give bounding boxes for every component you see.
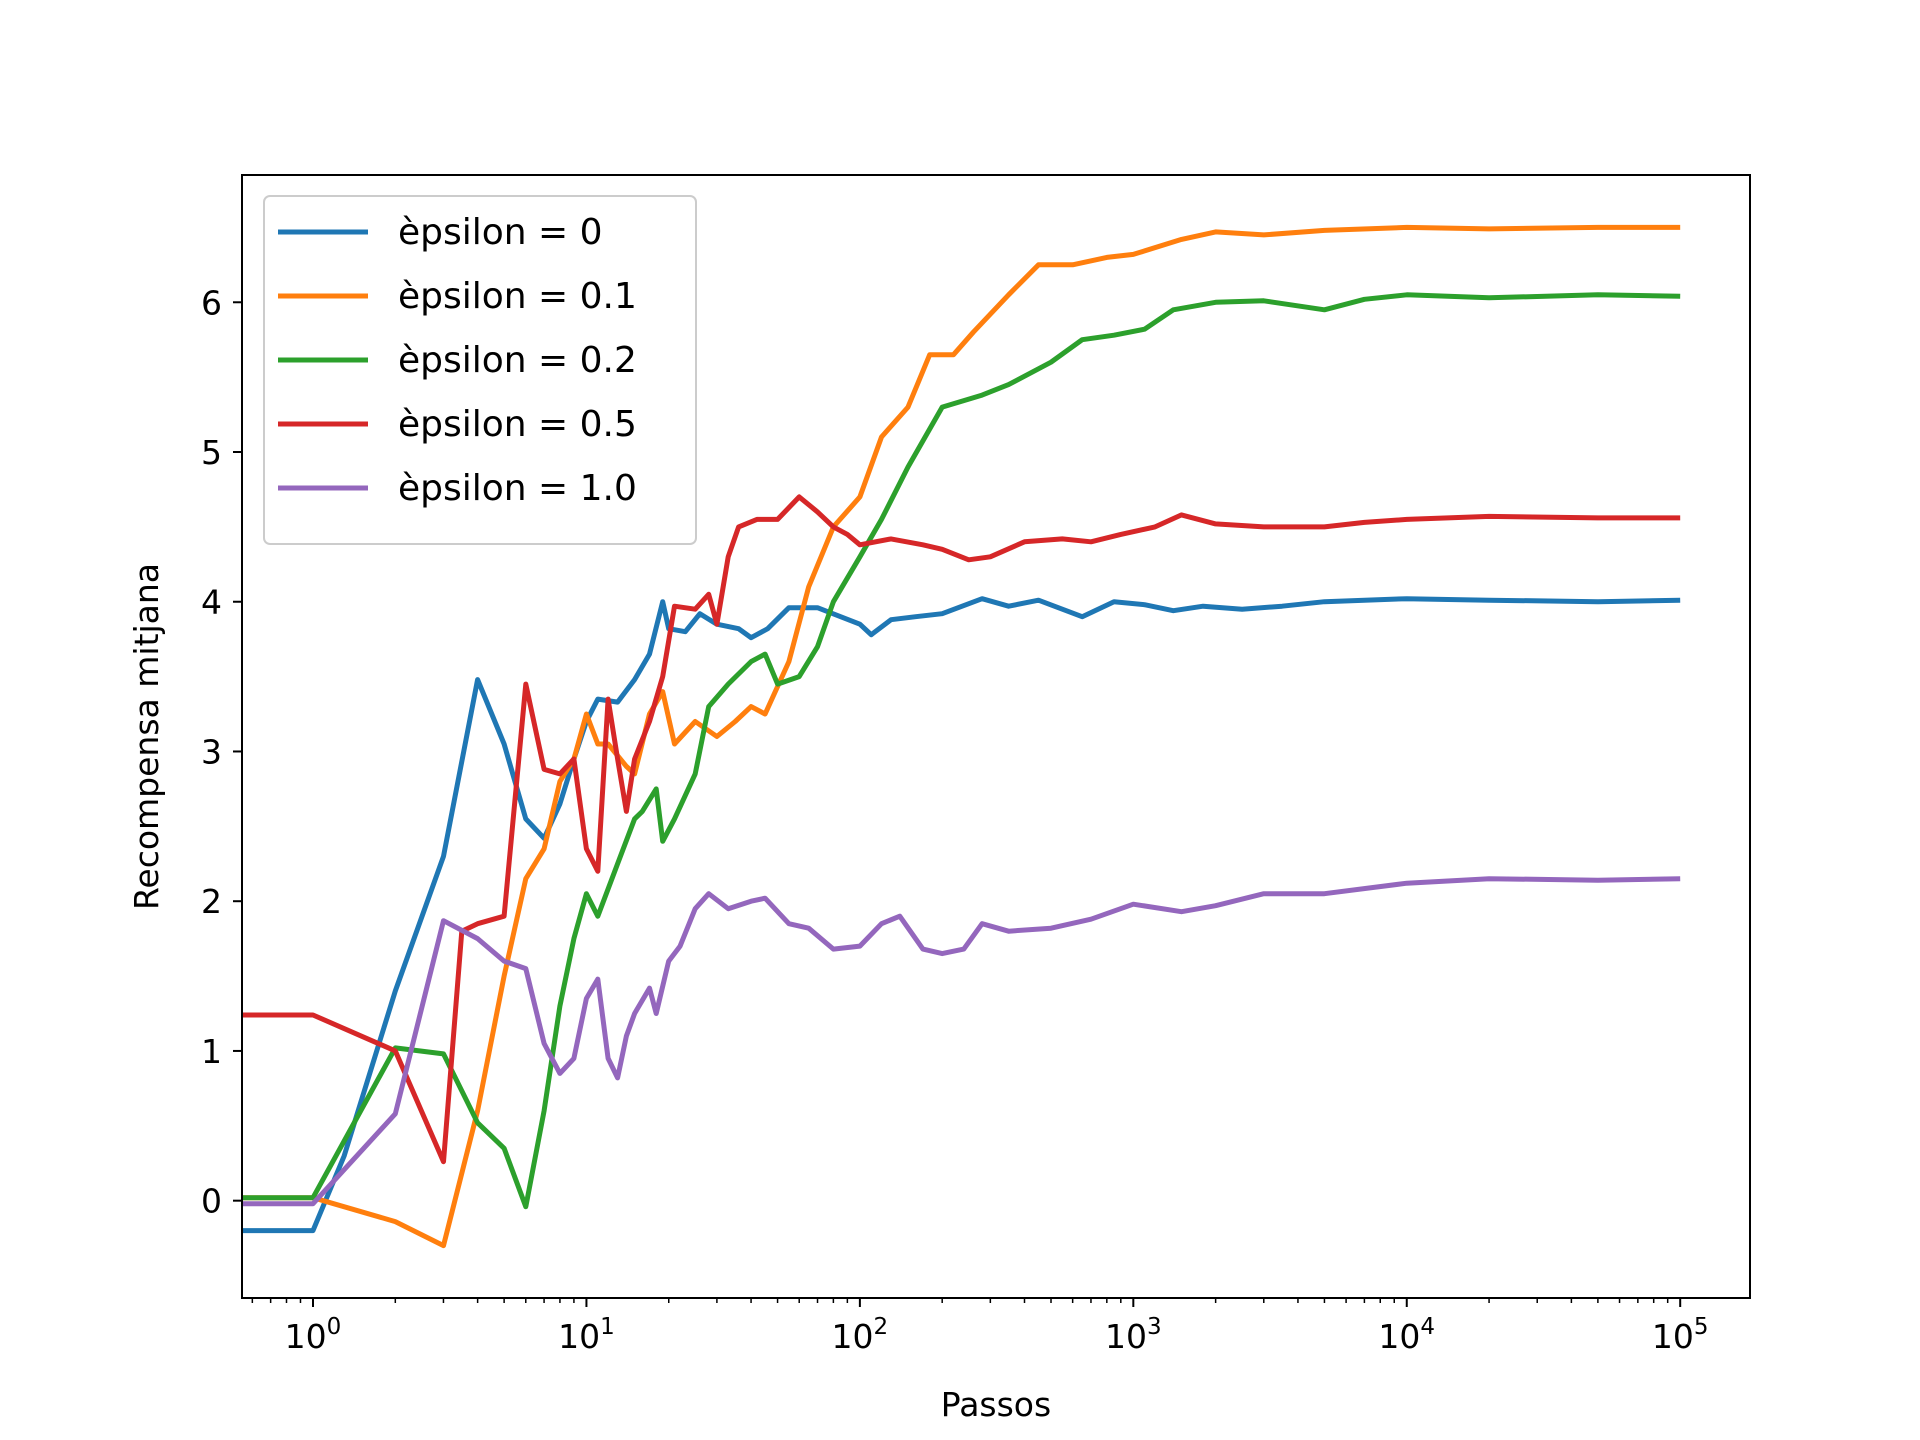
plot-frame (241, 174, 1751, 1299)
legend-box (263, 195, 697, 545)
x-tick-label-1: 101 (558, 1314, 615, 1356)
y-tick-label-2: 2 (201, 882, 222, 921)
series-line-4 (242, 876, 1681, 1207)
y-tick-label-6: 6 (201, 283, 222, 322)
y-tick-label-0: 0 (201, 1182, 222, 1221)
x-axis-label: Passos (941, 1385, 1051, 1424)
axis-ticks: 100 101 102 103 104 105 0 1 2 3 4 5 6 (201, 283, 1709, 1356)
legend-label-2: èpsilon = 0.2 (398, 340, 637, 381)
legend-label-1: èpsilon = 0.1 (398, 276, 637, 317)
x-tick-label-5: 105 (1652, 1314, 1709, 1356)
series-line-1 (242, 224, 1681, 1249)
series-line-3 (242, 494, 1681, 1165)
x-tick-label-3: 103 (1105, 1314, 1162, 1356)
y-axis-label: Recompensa mitjana (127, 563, 166, 910)
y-tick-label-1: 1 (201, 1032, 222, 1071)
x-tick-label-4: 104 (1378, 1314, 1435, 1356)
y-tick-label-3: 3 (201, 732, 222, 771)
y-tick-label-5: 5 (201, 433, 222, 472)
y-tick-label-4: 4 (201, 583, 222, 622)
legend-label-4: èpsilon = 1.0 (398, 468, 637, 509)
legend: èpsilon = 0 èpsilon = 0.1 èpsilon = 0.2 èps… (263, 195, 697, 545)
series-line-0 (242, 596, 1681, 1234)
legend-label-3: èpsilon = 0.5 (398, 404, 637, 445)
legend-label-0: èpsilon = 0 (398, 212, 603, 253)
x-tick-label-2: 102 (832, 1314, 889, 1356)
x-tick-label-0: 100 (285, 1314, 342, 1356)
series-layer (242, 224, 1681, 1249)
